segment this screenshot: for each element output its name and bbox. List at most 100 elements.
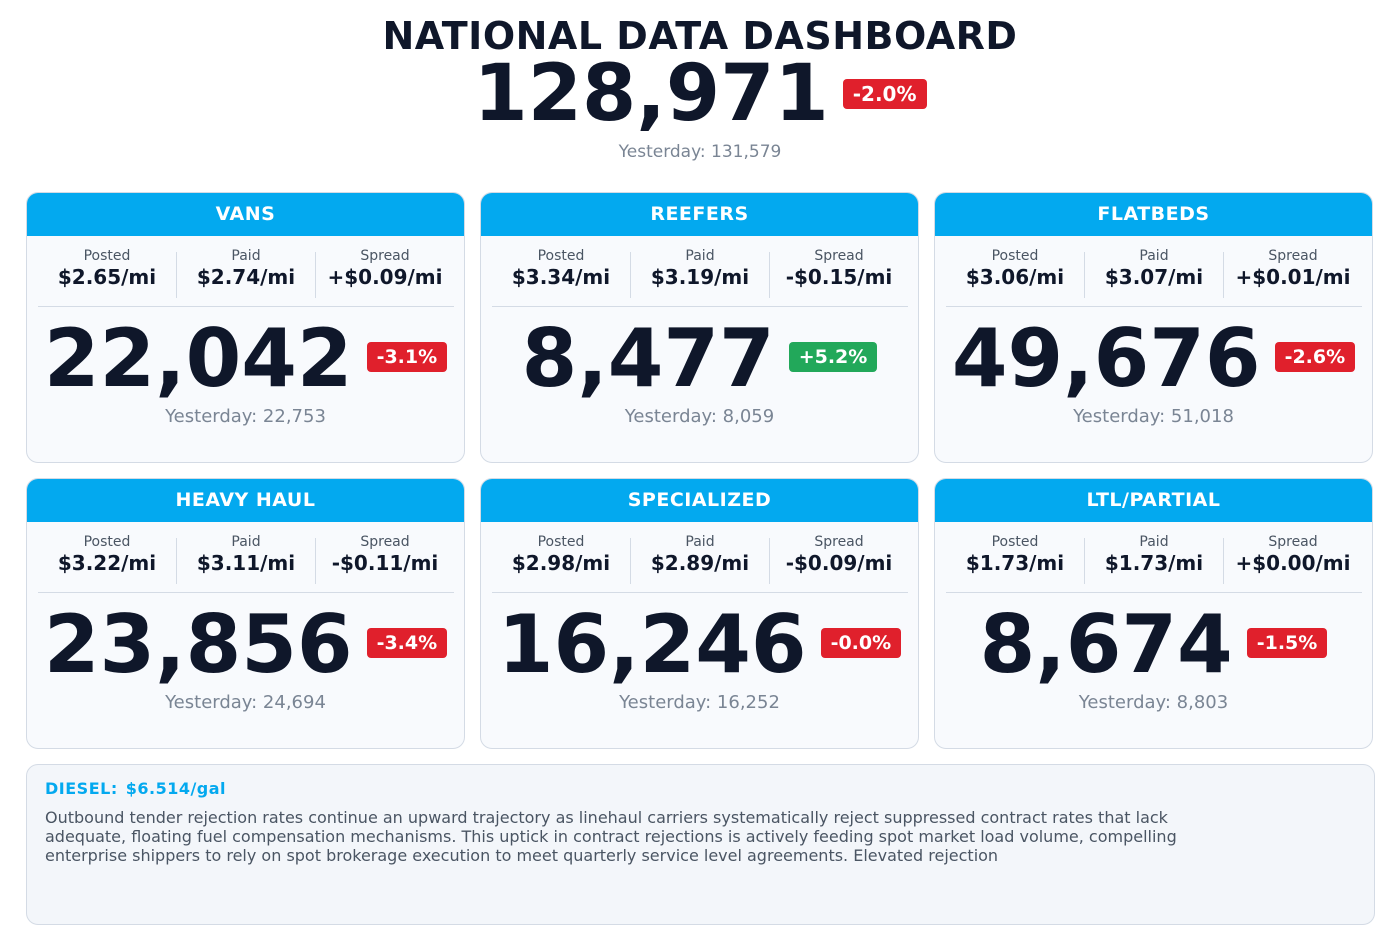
metric-label: Posted: [991, 534, 1039, 550]
metric-value: +$0.09/mi: [327, 265, 443, 289]
metric-value: $3.22/mi: [57, 551, 157, 575]
metric-label: Spread: [1268, 248, 1318, 264]
metric-value: $2.89/mi: [650, 551, 750, 575]
metric-value: $2.74/mi: [196, 265, 296, 289]
rate-metrics: Posted $2.65/mi Paid $2.74/mi Spread +$0…: [38, 248, 454, 298]
change-badge: -3.4%: [366, 628, 448, 658]
metric-label: Spread: [360, 534, 410, 550]
metric-label: Paid: [1139, 534, 1169, 550]
metric-value: +$0.00/mi: [1235, 551, 1351, 575]
card-heavy-haul: HEAVY HAUL Posted $3.22/mi Paid $3.11/mi…: [26, 478, 465, 749]
metric-posted: Posted $3.22/mi: [38, 534, 176, 584]
load-count-row: 8,477 +5.2%: [481, 317, 918, 401]
rate-metrics: Posted $3.06/mi Paid $3.07/mi Spread +$0…: [946, 248, 1362, 298]
load-count-row: 8,674 -1.5%: [935, 603, 1372, 687]
metric-label: Posted: [537, 248, 585, 264]
metric-label: Posted: [537, 534, 585, 550]
metric-label: Posted: [83, 248, 131, 264]
metric-value: $2.65/mi: [57, 265, 157, 289]
rate-metrics: Posted $3.22/mi Paid $3.11/mi Spread -$0…: [38, 534, 454, 584]
card-title: FLATBEDS: [935, 193, 1372, 236]
load-count-row: 23,856 -3.4%: [27, 603, 464, 687]
metric-label: Posted: [83, 534, 131, 550]
metric-paid: Paid $3.07/mi: [1084, 248, 1223, 298]
total-loads-value: 128,971: [473, 49, 829, 139]
change-badge: -0.0%: [820, 628, 902, 658]
metric-paid: Paid $2.74/mi: [176, 248, 315, 298]
metric-value: -$0.11/mi: [331, 551, 439, 575]
yesterday-value: Yesterday: 16,252: [619, 692, 780, 713]
metric-paid: Paid $1.73/mi: [1084, 534, 1223, 584]
metric-value: $1.73/mi: [965, 551, 1065, 575]
load-count-row: 49,676 -2.6%: [935, 317, 1372, 401]
metric-label: Paid: [231, 248, 261, 264]
metric-spread: Spread -$0.15/mi: [769, 248, 908, 298]
diesel-price: DIESEL: $6.514/gal: [45, 779, 1356, 798]
metric-spread: Spread +$0.01/mi: [1223, 248, 1362, 298]
metric-value: +$0.01/mi: [1235, 265, 1351, 289]
card-flatbeds: FLATBEDS Posted $3.06/mi Paid $3.07/mi S…: [934, 192, 1373, 463]
metric-label: Spread: [1268, 534, 1318, 550]
card-ltl-partial: LTL/PARTIAL Posted $1.73/mi Paid $1.73/m…: [934, 478, 1373, 749]
metric-spread: Spread -$0.09/mi: [769, 534, 908, 584]
divider: [492, 592, 908, 593]
card-title: HEAVY HAUL: [27, 479, 464, 522]
load-count-value: 23,856: [43, 598, 353, 691]
metric-spread: Spread +$0.09/mi: [315, 248, 454, 298]
page-title: NATIONAL DATA DASHBOARD: [382, 14, 1018, 58]
change-badge: -2.6%: [1274, 342, 1356, 372]
yesterday-value: Yesterday: 8,803: [1078, 692, 1229, 713]
metric-label: Spread: [814, 248, 864, 264]
card-specialized: SPECIALIZED Posted $2.98/mi Paid $2.89/m…: [480, 478, 919, 749]
diesel-label: DIESEL:: [45, 779, 118, 798]
metric-value: $3.19/mi: [650, 265, 750, 289]
yesterday-value: Yesterday: 22,753: [165, 406, 326, 427]
card-reefers: REEFERS Posted $3.34/mi Paid $3.19/mi Sp…: [480, 192, 919, 463]
load-count-row: 22,042 -3.1%: [27, 317, 464, 401]
metric-label: Paid: [685, 534, 715, 550]
metric-paid: Paid $2.89/mi: [630, 534, 769, 584]
metric-label: Spread: [360, 248, 410, 264]
divider: [946, 306, 1362, 307]
card-title: VANS: [27, 193, 464, 236]
divider: [946, 592, 1362, 593]
metric-label: Posted: [991, 248, 1039, 264]
change-badge: -1.5%: [1246, 628, 1328, 658]
metric-paid: Paid $3.11/mi: [176, 534, 315, 584]
load-count-value: 49,676: [951, 312, 1261, 405]
total-change-badge: -2.0%: [842, 79, 927, 109]
card-vans: VANS Posted $2.65/mi Paid $2.74/mi Sprea…: [26, 192, 465, 463]
metric-spread: Spread -$0.11/mi: [315, 534, 454, 584]
yesterday-value: Yesterday: 51,018: [1073, 406, 1234, 427]
diesel-value: $6.514/gal: [125, 779, 227, 798]
metric-paid: Paid $3.19/mi: [630, 248, 769, 298]
rate-metrics: Posted $3.34/mi Paid $3.19/mi Spread -$0…: [492, 248, 908, 298]
card-title: LTL/PARTIAL: [935, 479, 1372, 522]
metric-label: Spread: [814, 534, 864, 550]
card-title: SPECIALIZED: [481, 479, 918, 522]
change-badge: -3.1%: [366, 342, 448, 372]
rate-metrics: Posted $1.73/mi Paid $1.73/mi Spread +$0…: [946, 534, 1362, 584]
market-commentary: Outbound tender rejection rates continue…: [45, 808, 1177, 865]
metric-value: $2.98/mi: [511, 551, 611, 575]
metric-value: $3.34/mi: [511, 265, 611, 289]
metric-value: -$0.15/mi: [785, 265, 893, 289]
total-loads-row: 128,971 -2.0%: [0, 54, 1400, 134]
yesterday-value: Yesterday: 8,059: [624, 406, 775, 427]
total-yesterday: Yesterday: 131,579: [618, 142, 782, 162]
metric-value: $3.06/mi: [965, 265, 1065, 289]
load-count-value: 22,042: [43, 312, 353, 405]
metric-label: Paid: [231, 534, 261, 550]
load-count-value: 16,246: [497, 598, 807, 691]
metric-posted: Posted $2.65/mi: [38, 248, 176, 298]
divider: [38, 592, 454, 593]
divider: [492, 306, 908, 307]
rate-metrics: Posted $2.98/mi Paid $2.89/mi Spread -$0…: [492, 534, 908, 584]
metric-value: $1.73/mi: [1104, 551, 1204, 575]
metric-posted: Posted $3.34/mi: [492, 248, 630, 298]
metric-label: Paid: [685, 248, 715, 264]
change-badge: +5.2%: [788, 342, 878, 372]
metric-posted: Posted $2.98/mi: [492, 534, 630, 584]
metric-posted: Posted $3.06/mi: [946, 248, 1084, 298]
market-note-panel: DIESEL: $6.514/gal Outbound tender reject…: [26, 764, 1375, 925]
